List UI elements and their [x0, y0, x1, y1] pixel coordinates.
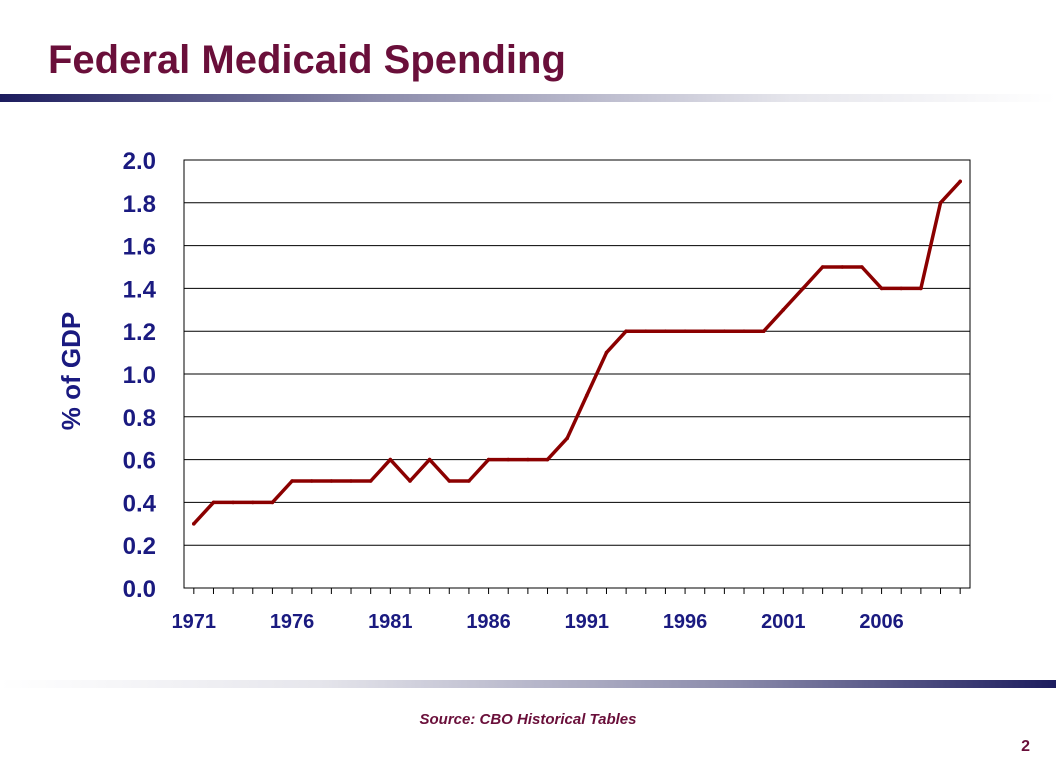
data-point [329, 479, 334, 483]
data-point [938, 201, 943, 205]
data-point [585, 393, 589, 398]
data-point [761, 329, 766, 334]
data-point [467, 479, 471, 483]
data-point [663, 329, 668, 334]
data-point [349, 479, 353, 483]
data-point [899, 286, 903, 291]
data-point [388, 457, 393, 462]
data-point [526, 457, 530, 462]
y-tick-label: 2.0 [123, 148, 156, 175]
plot-area-frame [183, 159, 971, 589]
series-line [192, 179, 962, 526]
data-point [309, 479, 314, 483]
data-point [604, 350, 609, 355]
data-point [486, 457, 491, 462]
data-point [958, 179, 962, 184]
source-note: Source: CBO Historical Tables [419, 711, 637, 728]
y-tick-label: 1.8 [123, 191, 156, 218]
data-point [781, 308, 786, 312]
series-layer [192, 179, 962, 526]
y-tick-label: 0.8 [123, 405, 156, 432]
data-point [742, 329, 746, 334]
data-point [722, 329, 727, 334]
data-point [565, 436, 569, 441]
data-point [860, 265, 864, 269]
x-tick-marks [193, 588, 961, 594]
y-tick-label: 1.0 [123, 362, 156, 389]
data-point [427, 457, 432, 462]
data-point [192, 522, 196, 526]
y-tick-label: 0.4 [123, 490, 157, 517]
y-tick-label: 1.6 [123, 234, 156, 261]
footer-divider [0, 680, 1056, 688]
y-tick-label: 1.2 [123, 319, 156, 346]
y-tick-label: 1.4 [123, 276, 157, 303]
line-chart: 0.00.20.40.60.81.01.21.41.61.82.0 1971 19… [56, 148, 971, 633]
y-tick-label: 0.0 [123, 576, 156, 603]
x-tick-labels: 1971 1976 1981 1986 1991 1996 2001 2006 [172, 611, 904, 633]
gridlines [184, 159, 970, 589]
x-tick-label: 1971 [172, 611, 217, 633]
data-point [368, 479, 373, 483]
x-tick-label: 2001 [761, 611, 806, 633]
x-tick-label: 1976 [270, 611, 315, 633]
x-tick-label: 1986 [466, 611, 511, 633]
y-tick-label: 0.6 [123, 448, 156, 475]
x-tick-label: 2006 [859, 611, 904, 633]
data-point [447, 479, 452, 483]
y-axis-label: % of GDP [56, 312, 86, 430]
data-point [879, 286, 884, 291]
data-point [702, 329, 707, 334]
y-tick-label: 0.2 [123, 533, 156, 560]
data-point [919, 286, 923, 291]
x-tick-label: 1991 [565, 611, 610, 633]
data-point [624, 329, 628, 334]
y-tick-labels: 0.0 0.2 0.4 0.6 0.8 1.0 1.2 1.4 1.6 1.8 2.0 [123, 148, 157, 603]
data-point [506, 457, 511, 462]
data-point [231, 500, 235, 505]
data-point [820, 265, 825, 269]
data-point [290, 479, 294, 483]
data-point [801, 286, 805, 291]
title-divider [0, 94, 1056, 102]
x-tick-label: 1996 [663, 611, 708, 633]
page-number: 2 [1021, 738, 1030, 755]
data-point [408, 479, 412, 483]
data-point [211, 500, 216, 505]
data-point [840, 265, 845, 269]
data-point [545, 457, 550, 462]
data-point [644, 329, 648, 334]
data-point [251, 500, 255, 505]
data-point [683, 329, 687, 334]
data-point [270, 500, 275, 505]
slide-title: Federal Medicaid Spending [48, 38, 566, 82]
x-tick-label: 1981 [368, 611, 413, 633]
